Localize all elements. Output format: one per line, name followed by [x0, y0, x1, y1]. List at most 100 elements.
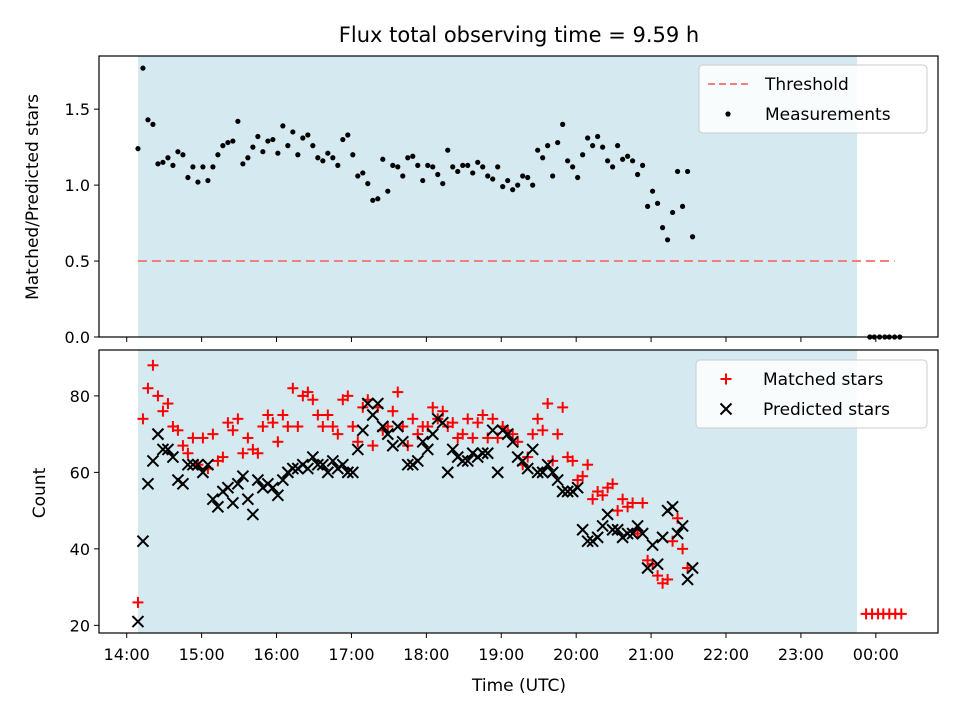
bottom-panel: 20 40 60 80 14:00 15:00 16:00 17:00 18:00 19:00 2…	[30, 349, 939, 696]
measurement-point	[215, 152, 221, 158]
measurement-point	[160, 159, 166, 165]
matched-point	[567, 455, 579, 467]
matched-point	[262, 409, 274, 421]
bottom-y-tick-label: 40	[70, 540, 90, 559]
measurement-point	[470, 170, 476, 176]
measurement-point	[635, 171, 641, 178]
predicted-point	[196, 466, 210, 479]
predicted-point	[381, 427, 394, 441]
predicted-point	[476, 447, 489, 460]
predicted-point	[191, 458, 205, 471]
legend-predicted-swatch	[719, 402, 733, 416]
matched-point	[237, 447, 249, 459]
measurement-point	[410, 153, 416, 159]
predicted-point	[356, 424, 370, 437]
measurement-point	[310, 143, 316, 149]
matched-point	[542, 398, 554, 410]
measurement-point	[195, 179, 201, 185]
predicted-point	[201, 458, 215, 471]
predicted-point	[401, 458, 414, 471]
predicted-point	[656, 531, 669, 544]
matched-point	[392, 386, 404, 398]
predicted-point	[456, 454, 469, 468]
measurement-point	[305, 132, 311, 138]
predicted-point	[326, 454, 340, 468]
measurement-point	[155, 161, 161, 167]
bottom-y-tick-label: 20	[70, 616, 90, 635]
measurement-point	[150, 121, 156, 127]
measurement-point	[640, 162, 646, 168]
predicted-point	[666, 500, 679, 514]
matched-point	[332, 428, 344, 440]
top-panel: 0.0 0.5 1.0 1.5 Matched/Predicted stars Thr…	[23, 55, 939, 347]
measurement-point	[595, 133, 601, 140]
measurement-point	[140, 65, 146, 71]
matched-point	[322, 409, 334, 421]
matched-point	[677, 543, 689, 555]
matched-point	[232, 413, 244, 425]
measurement-point	[390, 162, 396, 168]
measurement-point	[600, 144, 606, 150]
top-y-axis-label: Matched/Predicted stars	[23, 94, 43, 300]
measurement-point	[380, 156, 386, 162]
predicted-point	[591, 531, 604, 544]
measurement-point	[460, 162, 466, 168]
matched-point	[637, 497, 649, 509]
predicted-point	[556, 485, 569, 498]
predicted-point	[146, 454, 160, 468]
matched-point	[447, 417, 459, 429]
matched-point	[142, 382, 154, 394]
measurement-point	[365, 180, 371, 187]
matched-point	[467, 432, 479, 444]
predicted-point	[156, 443, 170, 456]
matched-point	[162, 398, 174, 410]
matched-point	[612, 505, 624, 517]
measurement-point	[480, 164, 486, 170]
matched-point	[552, 428, 564, 440]
x-tick-label: 18:00	[403, 645, 449, 664]
matched-point	[137, 413, 149, 425]
x-tick-label: 17:00	[328, 645, 374, 664]
measurement-point	[225, 139, 231, 146]
measurement-point	[135, 146, 141, 152]
matched-point	[272, 436, 284, 448]
matched-point	[587, 493, 599, 505]
measurement-point	[555, 139, 561, 146]
measurement-point	[415, 162, 421, 168]
x-tick-label: 15:00	[179, 645, 225, 664]
measurement-point	[580, 152, 586, 158]
predicted-point	[166, 450, 180, 464]
predicted-point	[211, 500, 225, 514]
predicted-point	[391, 420, 404, 433]
legend-threshold-label: Threshold	[764, 75, 849, 95]
measurement-point	[170, 162, 176, 168]
x-tick-label: 16:00	[253, 645, 299, 664]
measurement-point	[295, 152, 301, 158]
x-tick-label: 20:00	[553, 645, 599, 664]
measurement-point	[180, 152, 186, 158]
measurement-point	[250, 144, 256, 150]
predicted-point	[606, 523, 619, 536]
matched-point	[662, 573, 674, 585]
measurement-point	[400, 173, 406, 179]
legend-matched-marker	[720, 373, 732, 385]
measurement-point	[185, 174, 191, 181]
matched-point	[187, 432, 199, 444]
predicted-point	[266, 481, 280, 494]
predicted-point	[186, 458, 200, 471]
predicted-point	[276, 473, 290, 487]
matched-point	[197, 432, 209, 444]
measurement-point	[540, 155, 546, 161]
measurement-point	[315, 155, 321, 161]
matched-point	[267, 417, 279, 429]
predicted-point	[436, 416, 449, 429]
predicted-point	[246, 508, 260, 521]
measurement-point	[190, 164, 196, 170]
matched-point	[252, 447, 264, 459]
predicted-point	[376, 420, 389, 433]
predicted-point	[176, 477, 190, 491]
matched-point	[607, 478, 619, 490]
predicted-point	[516, 454, 529, 468]
predicted-point	[541, 458, 554, 471]
measurement-point	[605, 158, 611, 164]
